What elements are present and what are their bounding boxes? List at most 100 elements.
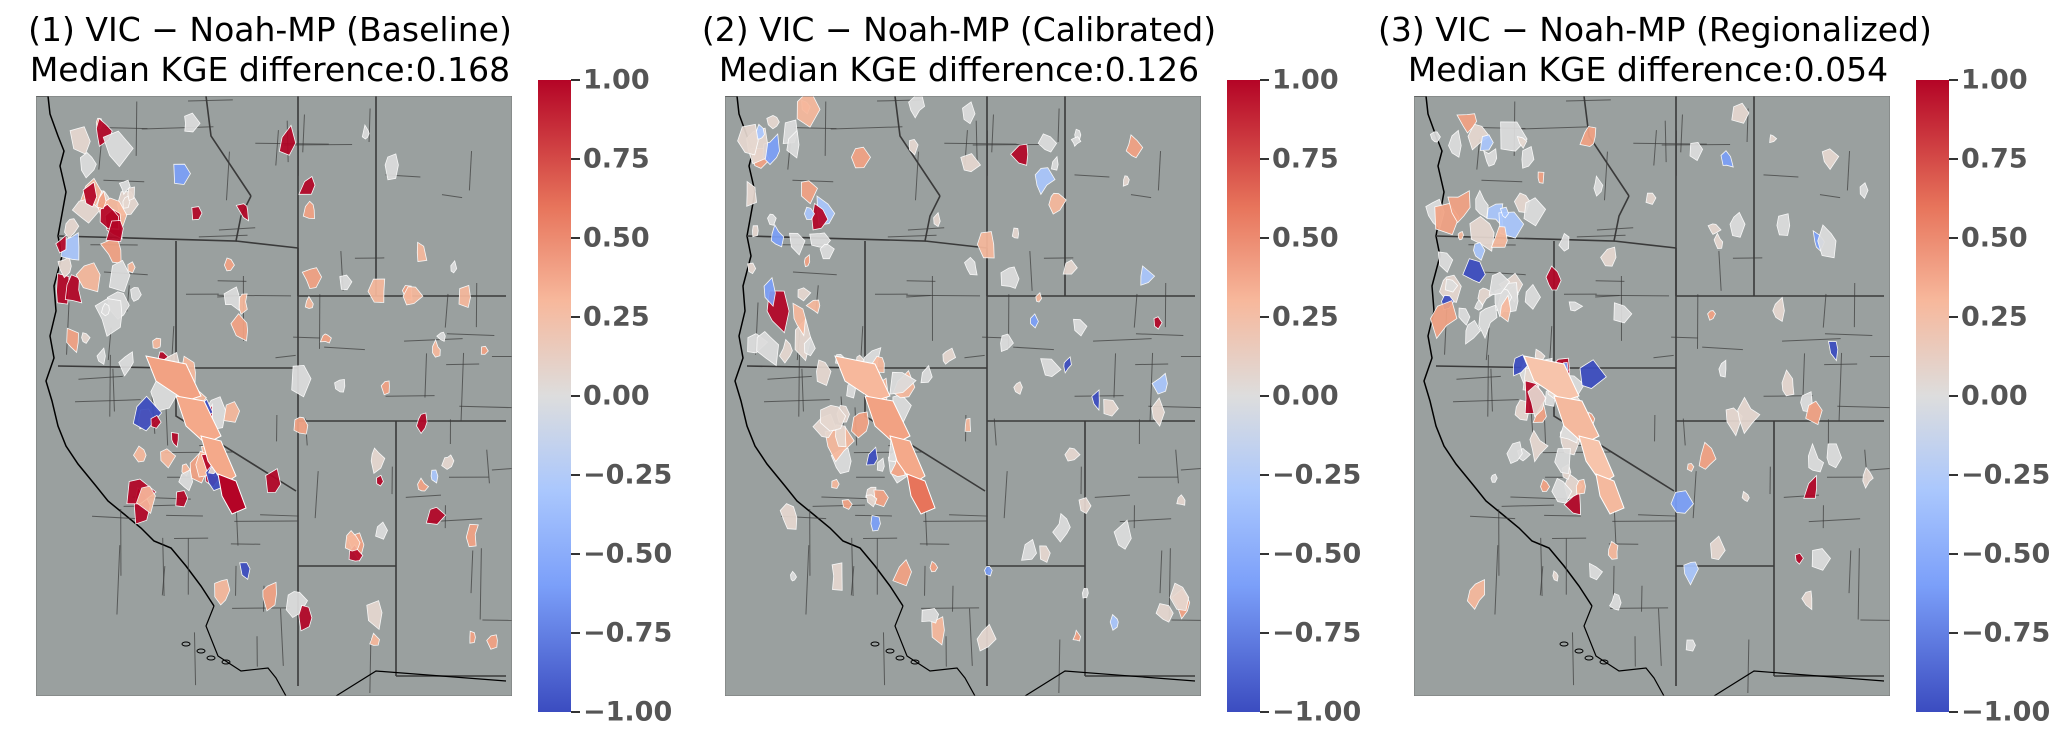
county-boundary: [441, 194, 463, 199]
county-boundary: [1763, 174, 1799, 178]
panel-subtitle: Median KGE difference:0.168: [29, 50, 511, 89]
map-canvas: [1414, 96, 1890, 696]
basin-patch: [1490, 473, 1498, 483]
basin-patch: [94, 298, 123, 337]
basin-patch: [1070, 136, 1082, 147]
map-canvas: [36, 96, 512, 696]
colorbar-ticks: 1.00 0.75 0.50 0.25 0.00 −0.25 −0.50 −0.75 −1.00: [1260, 65, 1380, 728]
basin-patch: [304, 295, 314, 309]
basin-patch: [790, 570, 797, 582]
basin-patch: [1467, 123, 1490, 151]
basin-patch: [1437, 251, 1454, 273]
basin-patch: [69, 126, 91, 155]
basin-patch: [976, 623, 997, 652]
basin-patch: [436, 331, 446, 342]
basin-patch: [465, 523, 479, 548]
county-boundary: [944, 142, 1018, 145]
basin-patch: [1478, 304, 1498, 340]
county-boundary: [1481, 271, 1526, 276]
county-boundary: [141, 126, 214, 130]
county-boundary: [1869, 468, 1890, 471]
basin-patch: [278, 124, 297, 156]
basin-patch: [1000, 333, 1014, 353]
basin-patch: [1021, 538, 1037, 561]
county-boundary: [368, 108, 371, 143]
basin-patch: [1050, 155, 1059, 171]
basin-patch: [458, 284, 471, 309]
basin-patch: [108, 259, 131, 293]
panel-calibrated: (2) VIC − Noah-MP (Calibrated) Median KG…: [689, 0, 1378, 743]
county-boundary: [1837, 405, 1890, 409]
county-boundaries: [66, 99, 512, 694]
basin-patch: [1568, 301, 1584, 312]
basin-patch: [136, 485, 156, 514]
county-boundary: [1848, 550, 1852, 594]
county-boundary: [993, 418, 997, 446]
county-boundary: [1653, 130, 1657, 166]
colorbar-tick: [1260, 553, 1269, 555]
basin-patch: [1447, 190, 1471, 224]
county-boundary: [1130, 194, 1152, 199]
county-boundary: [280, 608, 284, 666]
county-boundary: [964, 354, 985, 359]
colorbar-tick: [1949, 316, 1958, 318]
county-boundary: [1119, 518, 1172, 523]
basin-patch: [1176, 494, 1186, 506]
basin-patch: [416, 412, 428, 435]
panel-title: (1) VIC − Noah-MP (Baseline) Median KGE …: [0, 10, 540, 90]
colorbar-tick-label: 0.25: [583, 301, 650, 333]
basin-patch: [152, 337, 162, 349]
panel-regionalized: (3) VIC − Noah-MP (Regionalized) Median …: [1378, 0, 2067, 743]
basin-patch: [370, 447, 386, 474]
county-boundary: [1603, 151, 1608, 201]
basin-patch: [1521, 146, 1535, 169]
basin-patch: [178, 469, 194, 492]
colorbar-tick-label: −0.75: [1961, 617, 2051, 649]
basin-patch: [55, 234, 67, 254]
basin-patch: [929, 560, 939, 573]
basin-patch: [909, 138, 919, 156]
county-boundary: [914, 151, 919, 201]
county-boundary: [75, 399, 141, 403]
basin-patch: [801, 180, 818, 205]
county-boundary: [1180, 468, 1201, 471]
basin-patch: [892, 558, 912, 587]
county-boundary: [972, 143, 1042, 146]
basin-patch: [767, 213, 777, 226]
county-boundary: [302, 114, 305, 153]
basin-patch: [1811, 548, 1831, 571]
basin-patch: [789, 232, 806, 256]
county-boundary: [1838, 352, 1843, 421]
colorbar-tick: [571, 395, 580, 397]
basin-patch: [293, 416, 309, 435]
colorbar-tick-label: 1.00: [1961, 64, 2028, 96]
county-boundary: [1094, 494, 1131, 498]
county-boundary: [906, 294, 981, 297]
basin-patch: [82, 181, 98, 208]
county-boundary: [369, 639, 372, 694]
colorbar-ticks: 1.00 0.75 0.50 0.25 0.00 −0.25 −0.50 −0.75 −1.00: [571, 65, 691, 728]
colorbar-tick: [1260, 158, 1269, 160]
county-boundary: [1456, 375, 1501, 380]
basin-patch: [984, 565, 993, 577]
basin-patch: [1506, 441, 1523, 465]
county-boundary: [1638, 514, 1677, 517]
basin-patch: [217, 473, 247, 515]
basin-patch: [1109, 613, 1119, 631]
basins: [1425, 102, 1874, 652]
county-boundary: [104, 127, 148, 130]
basin-patch: [1698, 441, 1717, 470]
colorbar-tick: [1949, 395, 1958, 397]
basin-patch: [223, 257, 235, 272]
basin-patch: [132, 395, 163, 432]
basin-patch: [816, 359, 832, 387]
island-outline: [1599, 659, 1609, 665]
county-boundary: [824, 101, 827, 156]
county-boundary: [1029, 251, 1033, 291]
county-boundary: [1476, 139, 1481, 170]
county-boundary: [1057, 108, 1060, 143]
basin-patch: [921, 607, 940, 624]
panel-title-text: (1) VIC − Noah-MP (Baseline): [28, 10, 512, 49]
panel-baseline: (1) VIC − Noah-MP (Baseline) Median KGE …: [0, 0, 689, 743]
county-boundary: [217, 280, 247, 282]
